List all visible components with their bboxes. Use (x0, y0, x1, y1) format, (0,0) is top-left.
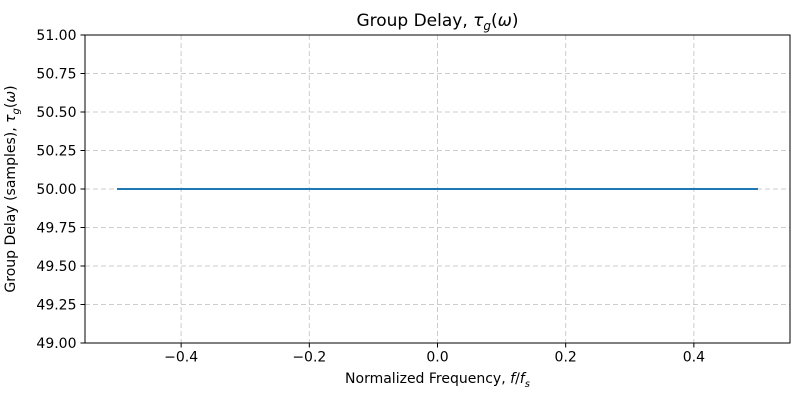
y-tick-label: 49.50 (36, 259, 76, 275)
x-tick-label: −0.2 (292, 350, 326, 366)
y-axis-label: Group Delay (samples), τg(ω) (3, 85, 22, 292)
y-tick-label: 51.00 (36, 28, 76, 44)
x-tick-label: −0.4 (164, 350, 198, 366)
x-axis-label: Normalized Frequency, f/fs (345, 371, 530, 390)
chart-title: Group Delay, τg(ω) (356, 11, 518, 33)
y-tick-label: 50.00 (36, 182, 76, 198)
x-tick-label: 0.4 (683, 350, 705, 366)
x-tick-label: 0.2 (555, 350, 577, 366)
y-tick-label: 50.75 (36, 67, 76, 83)
y-tick-label: 49.25 (36, 298, 76, 314)
y-tick-label: 50.25 (36, 144, 76, 160)
y-tick-label: 49.00 (36, 336, 76, 352)
x-tick-label: 0.0 (426, 350, 448, 366)
y-tick-label: 50.50 (36, 105, 76, 121)
y-tick-label: 49.75 (36, 221, 76, 237)
